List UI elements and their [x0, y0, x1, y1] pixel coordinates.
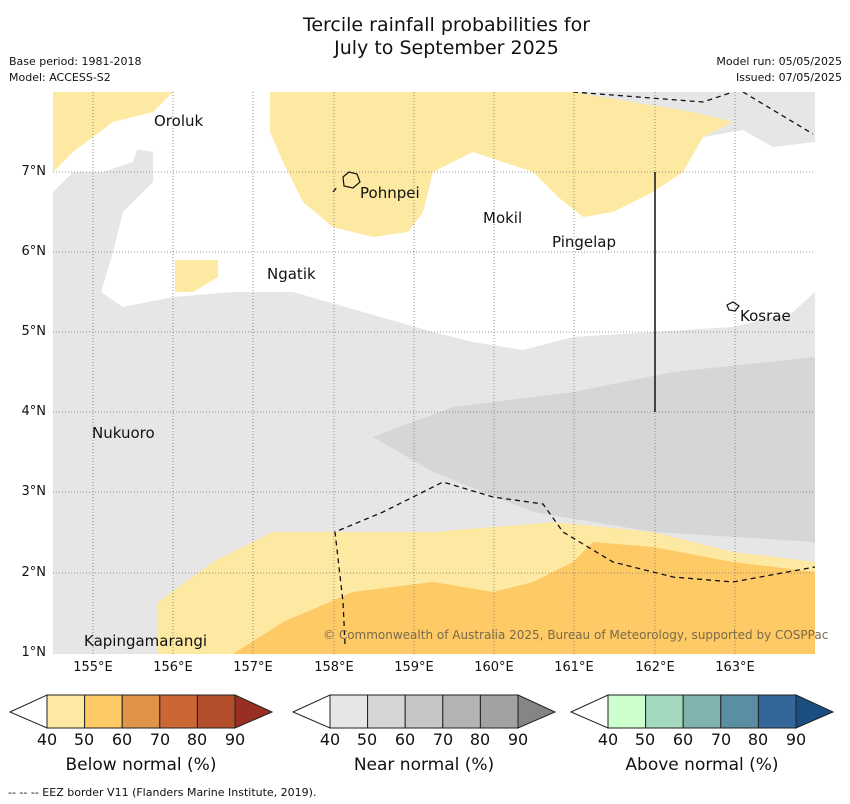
lon-label: 155°E — [73, 660, 113, 675]
place-kosrae: Kosrae — [740, 307, 791, 325]
cb3-tick: 40 — [597, 730, 619, 749]
place-pingelap: Pingelap — [552, 233, 617, 251]
model-run: Model run: 05/05/2025 — [716, 55, 842, 68]
issued-date: Issued: 07/05/2025 — [735, 71, 842, 84]
lon-label: 156°E — [153, 660, 193, 675]
lon-label: 159°E — [394, 660, 434, 675]
graticule — [53, 92, 815, 654]
place-mokil: Mokil — [483, 209, 523, 227]
colorbar-above-normal — [569, 694, 835, 729]
cb1-tick: 50 — [73, 730, 95, 749]
lat-label: 3°N — [21, 484, 47, 499]
colorbar-below-normal — [8, 694, 274, 729]
kosrae-island — [726, 301, 740, 312]
cb2-title: Near normal (%) — [353, 755, 495, 775]
cb3-tick: 70 — [710, 730, 732, 749]
model-name: Model: ACCESS-S2 — [9, 71, 111, 84]
cb1-tick: 80 — [186, 730, 208, 749]
lon-label: 163°E — [715, 660, 755, 675]
place-oroluk: Oroluk — [154, 112, 204, 130]
lon-label: 162°E — [635, 660, 675, 675]
lon-label: 157°E — [233, 660, 273, 675]
place-kapingamarangi: Kapingamarangi — [84, 632, 208, 650]
cb1-tick: 40 — [36, 730, 58, 749]
near-normal-50-band — [373, 357, 815, 542]
cb2-tick: 70 — [432, 730, 454, 749]
lon-label: 160°E — [474, 660, 514, 675]
lon-label: 161°E — [554, 660, 594, 675]
below-normal-patch — [175, 260, 218, 292]
cb1-tick: 70 — [149, 730, 171, 749]
base-period: Base period: 1981-2018 — [9, 55, 142, 68]
title-line-2: July to September 2025 — [334, 37, 559, 59]
cb1-tick: 60 — [111, 730, 133, 749]
below-normal-northwest — [53, 92, 173, 172]
place-pohnpei: Pohnpei — [360, 184, 420, 202]
title-line-1: Tercile rainfall probabilities for — [302, 14, 591, 36]
lat-label: 2°N — [21, 565, 47, 580]
cb3-tick: 90 — [785, 730, 807, 749]
cb1-tick: 90 — [224, 730, 246, 749]
cb2-tick: 40 — [319, 730, 341, 749]
forecast-map — [53, 92, 815, 654]
lat-label: 7°N — [21, 164, 47, 179]
meta-right: Model run: 05/05/2025 Issued: 07/05/2025 — [716, 54, 842, 86]
place-nukuoro: Nukuoro — [92, 424, 155, 442]
colorbars — [8, 694, 835, 729]
cb1-title: Below normal (%) — [65, 755, 217, 775]
lat-label: 1°N — [21, 645, 47, 660]
below-normal-north — [270, 92, 733, 237]
cb3-tick: 80 — [747, 730, 769, 749]
cb3-title: Above normal (%) — [625, 755, 779, 775]
below-normal-south-50 — [233, 542, 815, 654]
eez-footnote: -- -- -- EEZ border V11 (Flanders Marine… — [8, 786, 317, 799]
eez-border — [332, 92, 815, 645]
meta-left: Base period: 1981-2018 Model: ACCESS-S2 — [9, 54, 141, 86]
cb3-tick: 50 — [634, 730, 656, 749]
place-ngatik: Ngatik — [267, 265, 316, 283]
cb3-tick: 60 — [672, 730, 694, 749]
copyright-notice: © Commonwealth of Australia 2025, Bureau… — [323, 628, 829, 642]
colorbar-near-normal — [291, 694, 557, 729]
map-title: Tercile rainfall probabilities for July … — [0, 14, 850, 60]
lat-label: 4°N — [21, 404, 47, 419]
cb2-tick: 50 — [356, 730, 378, 749]
lon-label: 158°E — [314, 660, 354, 675]
cb2-tick: 90 — [507, 730, 529, 749]
cb2-tick: 60 — [394, 730, 416, 749]
lat-label: 6°N — [21, 244, 47, 259]
lat-label: 5°N — [21, 324, 47, 339]
pohnpei-island — [342, 171, 361, 189]
cb2-tick: 80 — [469, 730, 491, 749]
